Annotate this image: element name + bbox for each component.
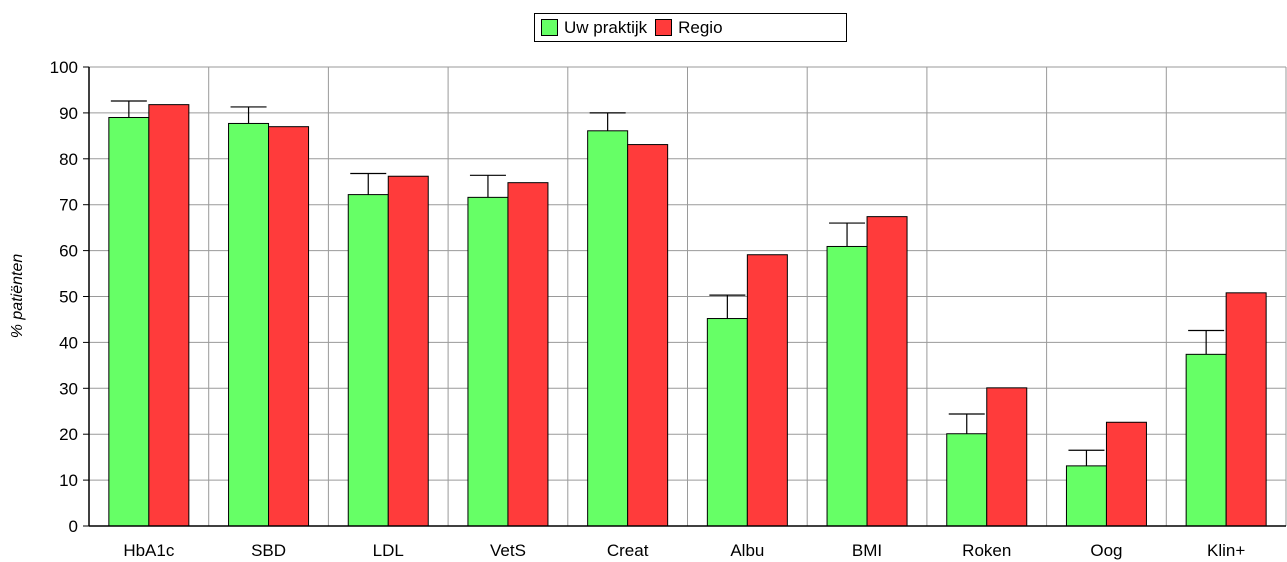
legend-swatch-series-1 <box>541 19 558 36</box>
legend-item-series-2: Regio <box>655 17 723 38</box>
axes <box>83 66 1286 527</box>
legend-item-series-1: Uw praktijk <box>541 18 647 38</box>
y-tick-label-2: 20 <box>59 425 78 444</box>
x-tick-label-9: Klin+ <box>1207 541 1245 560</box>
x-tick-label-3: VetS <box>490 541 526 560</box>
legend: Uw praktijk Regio <box>534 13 847 42</box>
bar-regio-1 <box>268 126 310 527</box>
x-tick-label-7: Roken <box>962 541 1011 560</box>
legend-label-series-2: Regio <box>678 17 723 37</box>
bars <box>108 104 1267 527</box>
y-tick-label-4: 40 <box>59 333 78 352</box>
error-bars <box>110 100 1225 466</box>
y-axis-label: % patiënten <box>9 253 26 339</box>
bar-regio-2 <box>387 175 429 527</box>
bar-uw-praktijk-0 <box>108 116 150 527</box>
bar-uw-praktijk-6 <box>826 245 868 527</box>
bar-uw-praktijk-9 <box>1185 353 1227 527</box>
bar-regio-8 <box>1105 421 1147 527</box>
bar-uw-praktijk-4 <box>587 130 629 527</box>
x-tick-label-5: Albu <box>730 541 764 560</box>
y-tick-label-7: 70 <box>59 196 78 215</box>
bar-uw-praktijk-2 <box>347 194 389 527</box>
bar-regio-4 <box>627 144 669 527</box>
bar-uw-praktijk-5 <box>706 318 748 527</box>
bar-uw-praktijk-7 <box>946 433 988 527</box>
bar-regio-7 <box>986 387 1028 527</box>
bar-uw-praktijk-3 <box>467 196 509 527</box>
x-tick-labels: HbA1c SBD LDL VetS Creat Albu BMI Roken Oog Klin+ <box>123 541 1245 560</box>
bar-regio-9 <box>1225 292 1267 527</box>
y-tick-label-5: 50 <box>59 288 78 307</box>
x-tick-label-1: SBD <box>251 541 286 560</box>
bar-uw-praktijk-8 <box>1065 465 1107 527</box>
y-tick-label-9: 90 <box>59 104 78 123</box>
bar-regio-3 <box>507 182 549 527</box>
x-tick-label-4: Creat <box>607 541 649 560</box>
y-tick-label-0: 0 <box>69 517 78 536</box>
y-tick-label-10: 100 <box>50 58 78 77</box>
y-tick-label-6: 60 <box>59 242 78 261</box>
x-tick-label-0: HbA1c <box>123 541 175 560</box>
legend-label-series-1: Uw praktijk <box>564 17 648 37</box>
bar-uw-praktijk-1 <box>228 122 270 527</box>
bar-regio-6 <box>866 216 908 527</box>
y-tick-label-1: 10 <box>59 471 78 490</box>
legend-swatch-series-2 <box>655 19 673 36</box>
bar-regio-5 <box>746 254 788 527</box>
y-tick-label-8: 80 <box>59 150 78 169</box>
y-tick-label-3: 30 <box>59 379 78 398</box>
bar-regio-0 <box>148 104 190 527</box>
y-tick-labels: 0 10 20 30 40 50 60 70 80 90 100 <box>50 58 78 536</box>
x-tick-label-6: BMI <box>852 541 882 560</box>
x-tick-label-8: Oog <box>1090 541 1122 560</box>
x-tick-label-2: LDL <box>373 541 404 560</box>
